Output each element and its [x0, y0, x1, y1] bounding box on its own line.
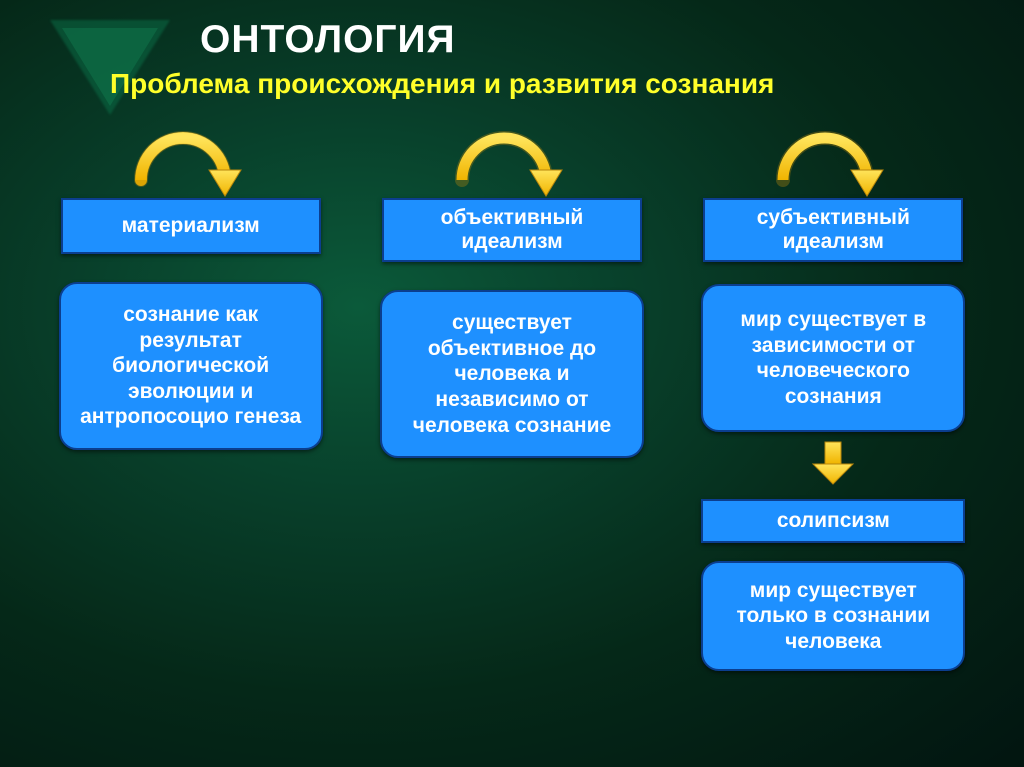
- header-materialism: материализм: [61, 198, 321, 254]
- column-subjective-idealism: субъективный идеализм мир существует в з…: [683, 108, 983, 671]
- header-subjective-idealism: субъективный идеализм: [703, 198, 963, 262]
- desc-solipsism: мир существует только в сознании человек…: [701, 561, 965, 671]
- page-subtitle: Проблема происхождения и развития сознан…: [110, 68, 774, 100]
- column-objective-idealism: объективный идеализм существует объектив…: [362, 108, 662, 671]
- curved-arrow-icon: [422, 108, 602, 198]
- desc-subjective-idealism: мир существует в зависимости от человече…: [701, 284, 965, 432]
- label-solipsism: солипсизм: [701, 499, 965, 543]
- curved-arrow-icon: [743, 108, 923, 198]
- desc-materialism: сознание как результат биологической эво…: [59, 282, 323, 450]
- header-objective-idealism: объективный идеализм: [382, 198, 642, 262]
- diagram-columns: материализм сознание как результат биоло…: [0, 108, 1024, 671]
- curved-arrow-icon: [101, 108, 281, 198]
- column-materialism: материализм сознание как результат биоло…: [41, 108, 341, 671]
- page-title: ОНТОЛОГИЯ: [200, 18, 456, 62]
- down-arrow-icon: [803, 440, 863, 491]
- desc-objective-idealism: существует объективное до человека и нез…: [380, 290, 644, 458]
